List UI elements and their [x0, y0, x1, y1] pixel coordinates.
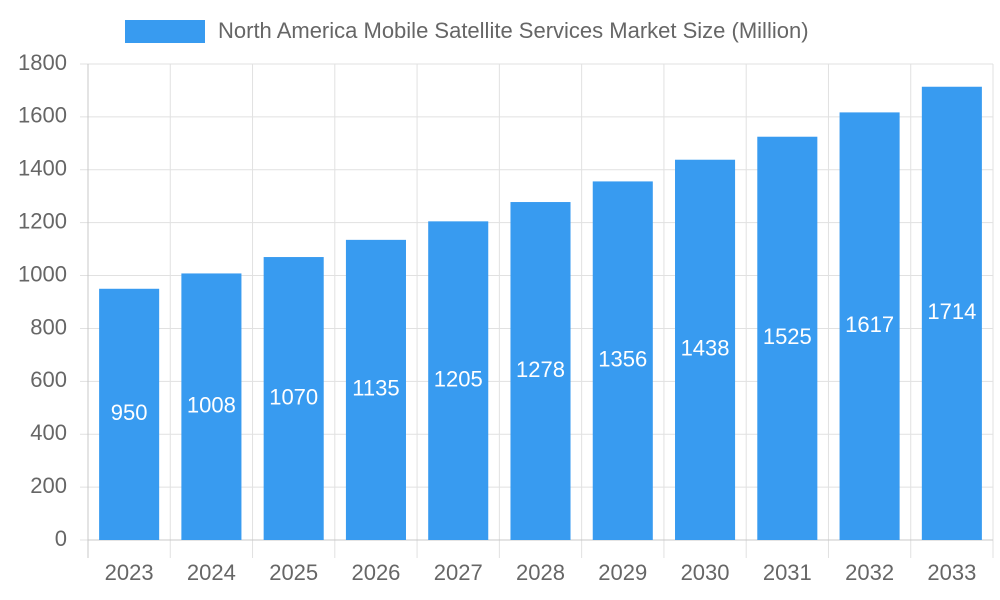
bar	[263, 257, 324, 540]
y-tick-label: 400	[30, 420, 67, 445]
bar	[592, 181, 653, 540]
bar	[345, 239, 406, 540]
data-label: 1356	[598, 347, 647, 372]
x-tick-label: 2033	[927, 560, 976, 585]
data-label: 1438	[681, 336, 730, 361]
y-tick-label: 1600	[18, 103, 67, 128]
bar	[757, 136, 818, 540]
y-tick-label: 200	[30, 473, 67, 498]
x-tick-label: 2027	[434, 560, 483, 585]
bar	[99, 288, 160, 540]
y-tick-label: 1800	[18, 50, 67, 75]
y-tick-label: 1000	[18, 261, 67, 286]
data-label: 1525	[763, 324, 812, 349]
bar	[839, 112, 900, 540]
x-tick-label: 2028	[516, 560, 565, 585]
legend-swatch[interactable]	[125, 20, 205, 43]
data-label: 1714	[927, 299, 976, 324]
x-tick-label: 2031	[763, 560, 812, 585]
data-label: 1070	[269, 384, 318, 409]
x-tick-label: 2029	[598, 560, 647, 585]
data-label: 950	[111, 400, 148, 425]
bar	[428, 221, 489, 540]
bar	[921, 86, 982, 541]
x-tick-label: 2032	[845, 560, 894, 585]
data-label: 1135	[352, 376, 399, 401]
x-tick-label: 2023	[105, 560, 154, 585]
bar	[510, 202, 571, 541]
data-label: 1205	[434, 366, 483, 391]
y-tick-label: 600	[30, 367, 67, 392]
y-tick-label: 800	[30, 314, 67, 339]
x-tick-label: 2025	[269, 560, 318, 585]
data-label: 1008	[187, 393, 236, 418]
x-tick-label: 2026	[351, 560, 400, 585]
legend-label[interactable]: North America Mobile Satellite Services …	[218, 18, 809, 43]
data-label: 1617	[845, 312, 894, 337]
bar	[675, 159, 736, 540]
y-tick-label: 1200	[18, 208, 67, 233]
data-label: 1278	[516, 357, 565, 382]
x-tick-label: 2030	[681, 560, 730, 585]
y-tick-label: 0	[55, 526, 67, 551]
x-tick-label: 2024	[187, 560, 236, 585]
y-tick-label: 1400	[18, 156, 67, 181]
bar	[181, 273, 242, 540]
